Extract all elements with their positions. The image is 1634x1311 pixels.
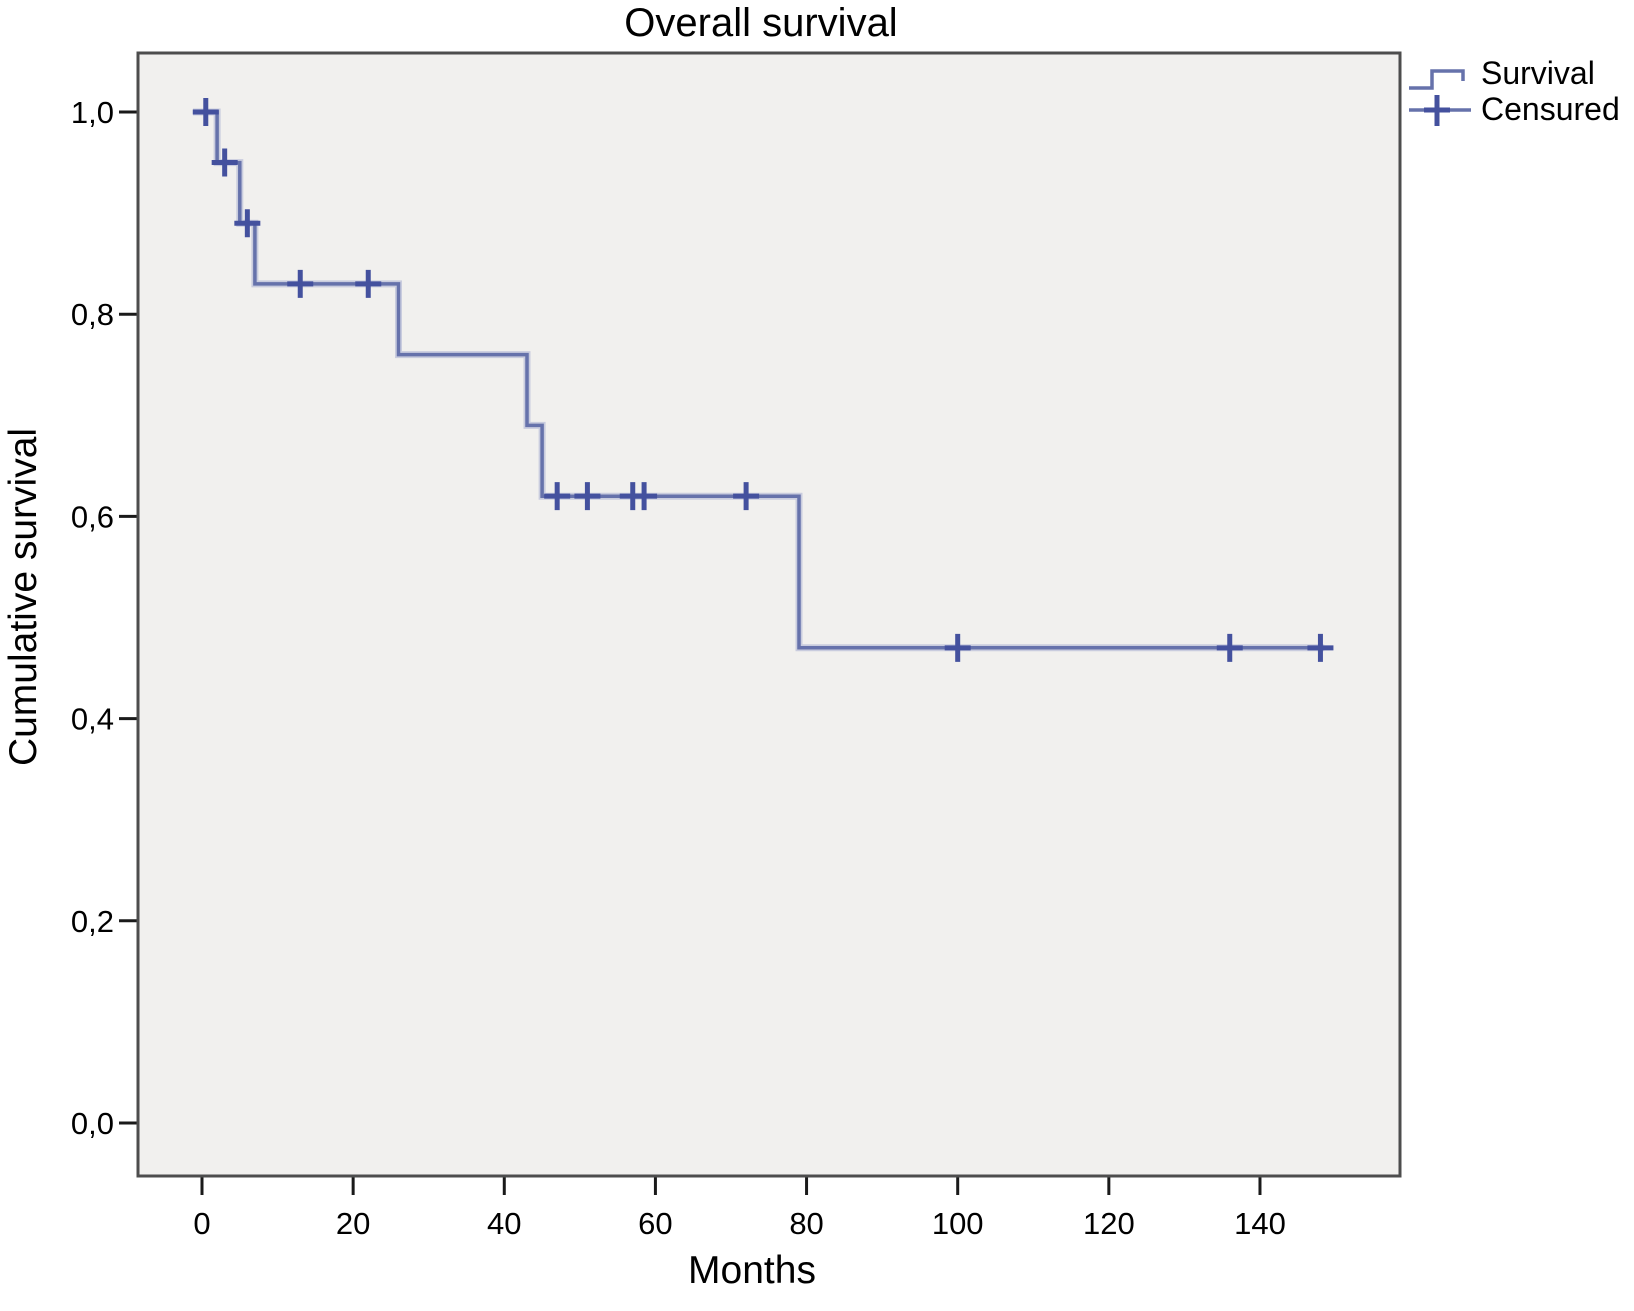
censored-mark [544,482,571,511]
y-tick-label: 1,0 [71,95,114,130]
censored-mark [733,482,760,511]
plot-frame [136,51,1402,1178]
y-axis-ticks: 1,0 0,8 0,6 0,4 0,2 0,0 [71,95,138,1141]
y-tick-label: 0,6 [71,499,114,534]
y-tick-label: 0,8 [71,297,114,332]
y-tick-label: 0,2 [71,904,114,939]
plot-area [138,53,1400,1176]
x-tick-label: 0 [193,1206,210,1241]
x-tick-label: 40 [487,1206,521,1241]
x-tick-label: 80 [789,1206,823,1241]
x-tick-label: 60 [638,1206,672,1241]
censored-mark [287,269,314,298]
censored-mark [574,482,601,511]
censored-marks [192,98,1334,662]
censored-mark [1216,633,1243,662]
legend-label-censured: Censured [1481,91,1620,127]
x-tick-label: 140 [1234,1206,1286,1241]
y-tick-label: 0,0 [71,1106,114,1141]
x-axis-title: Months [688,1249,816,1292]
legend: Survival Censured [1409,55,1620,127]
censored-mark [631,482,658,511]
censored-mark [192,98,219,126]
censored-mark [211,148,238,177]
plus-tick-cross [1424,95,1450,126]
step-line-icon [1409,69,1465,90]
chart-title: Overall survival [624,1,897,45]
legend-item-censured: Censured [1409,91,1620,127]
censored-mark [944,633,971,662]
censored-mark [1307,633,1334,662]
y-tick-label: 0,4 [71,702,114,737]
censored-mark [355,269,382,298]
legend-item-survival: Survival [1409,55,1595,91]
x-tick-label: 120 [1083,1206,1135,1241]
x-axis-ticks: 0 20 40 60 80 100 120 140 [193,1176,1286,1241]
legend-label-survival: Survival [1481,55,1595,91]
x-tick-label: 100 [932,1206,984,1241]
x-tick-label: 20 [336,1206,370,1241]
y-axis-title: Cumulative survival [2,428,45,766]
censored-mark [234,209,261,238]
